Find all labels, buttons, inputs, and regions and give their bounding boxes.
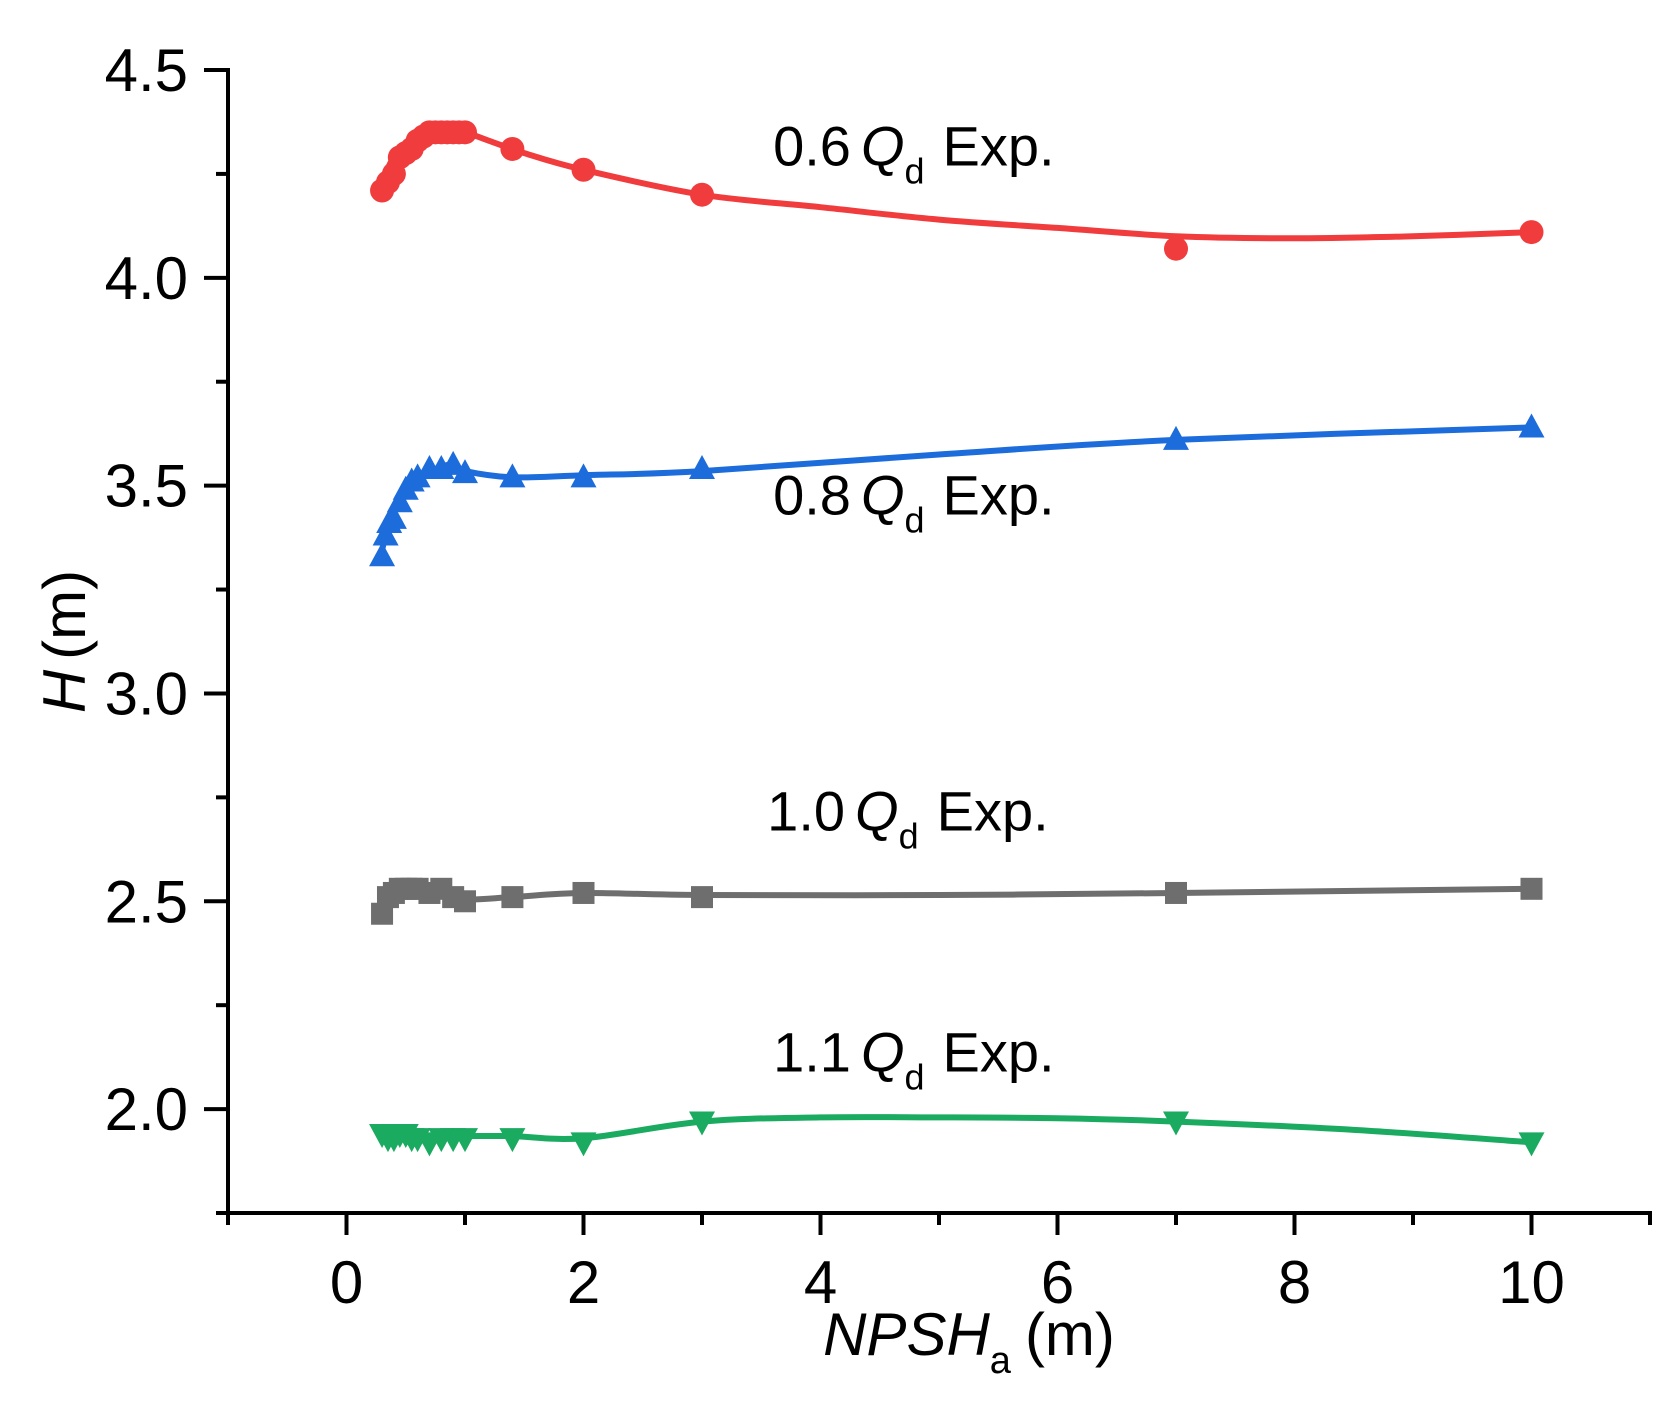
data-point: [1164, 236, 1188, 261]
y-tick-label: 4.0: [105, 245, 188, 312]
y-axis-title-main: H: [31, 669, 98, 713]
data-point: [1165, 881, 1187, 904]
x-axis-title-main: NPSH: [823, 1301, 990, 1368]
data-point: [689, 1111, 715, 1136]
data-point: [570, 1132, 597, 1157]
data-point: [369, 542, 396, 567]
x-tick-label: 2: [567, 1249, 600, 1316]
data-point: [690, 182, 714, 207]
series-label: 1.1 Qd Exp.: [773, 1021, 1055, 1098]
series-label: 0.6 Qd Exp.: [773, 115, 1055, 192]
data-point: [500, 136, 525, 161]
data-point: [689, 455, 715, 480]
data-point: [570, 463, 597, 488]
data-point: [454, 890, 476, 913]
y-tick-label: 3.0: [105, 660, 188, 727]
series-labels: 0.6 Qd Exp. 0.8 Qd Exp. 1.0 Qd Exp. 1.1 Qd Exp.: [767, 115, 1054, 1098]
x-tick-label: 0: [330, 1249, 363, 1316]
series-curves: [376, 128, 1535, 1146]
y-tick-label: 3.5: [105, 453, 188, 520]
series-label: 0.8 Qd Exp.: [773, 464, 1055, 541]
data-point: [380, 504, 407, 529]
data-point: [499, 1128, 526, 1153]
data-point: [452, 1128, 478, 1153]
x-tick-label: 8: [1278, 1249, 1311, 1316]
data-point: [1518, 413, 1545, 438]
axes: [226, 68, 1652, 1215]
data-point: [501, 886, 524, 909]
x-axis-title: NPSHa (m): [823, 1301, 1115, 1382]
data-point: [499, 463, 526, 488]
data-point: [571, 157, 596, 182]
data-point: [440, 450, 467, 475]
series-line: [376, 1114, 1535, 1146]
y-ticks: 2.0 2.5 3.0 3.5 4.0 4.5: [105, 37, 228, 1215]
y-axis-title-unit: (m): [31, 570, 98, 660]
y-tick-label: 2.5: [105, 868, 188, 935]
data-point: [1520, 877, 1543, 900]
x-ticks: 0 2 4 6 8 10: [226, 1213, 1652, 1316]
data-point: [572, 881, 595, 904]
x-tick-label: 6: [1041, 1249, 1074, 1316]
x-tick-label: 4: [804, 1249, 837, 1316]
series-label: 1.0 Qd Exp.: [767, 780, 1049, 857]
series-markers: [369, 120, 1545, 1157]
data-point: [691, 886, 713, 909]
data-point: [453, 120, 477, 145]
y-tick-label: 2.0: [105, 1076, 188, 1143]
x-axis-title-subscript: a: [990, 1340, 1012, 1382]
data-point: [404, 463, 431, 488]
x-axis-title-unit: (m): [1025, 1301, 1115, 1368]
data-point: [386, 488, 413, 513]
x-tick-label: 10: [1498, 1249, 1565, 1316]
data-point: [372, 521, 399, 546]
data-point: [1163, 425, 1189, 450]
series-line: [376, 885, 1535, 917]
data-point: [1519, 220, 1544, 245]
data-point: [371, 902, 394, 925]
y-tick-label: 4.5: [105, 37, 188, 104]
data-point: [1163, 1111, 1189, 1136]
y-axis-title: H (m): [31, 570, 98, 713]
data-point: [452, 459, 478, 484]
data-point: [1518, 1132, 1545, 1157]
